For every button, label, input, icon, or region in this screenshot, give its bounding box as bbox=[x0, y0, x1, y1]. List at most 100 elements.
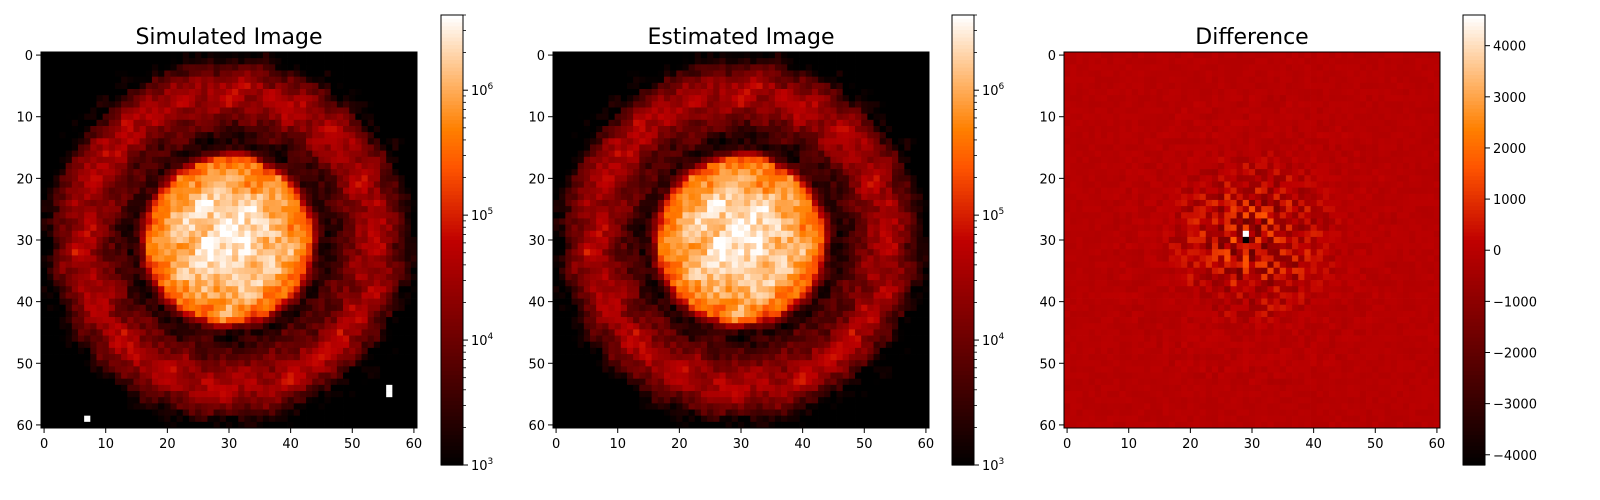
heatmap-cell bbox=[244, 175, 251, 182]
heatmap-cell bbox=[361, 199, 369, 207]
heatmap-cell bbox=[275, 95, 282, 102]
heatmap-cell bbox=[127, 169, 134, 176]
heatmap-cell bbox=[336, 119, 344, 127]
heatmap-cell bbox=[275, 58, 282, 65]
heatmap-cell bbox=[892, 107, 899, 115]
heatmap-cell bbox=[410, 175, 418, 182]
heatmap-cell bbox=[232, 255, 239, 262]
heatmap-cell bbox=[361, 230, 369, 238]
heatmap-cell bbox=[293, 236, 301, 244]
heatmap-cell bbox=[318, 125, 325, 133]
heatmap-cell bbox=[577, 132, 585, 139]
heatmap-cell bbox=[182, 70, 190, 78]
heatmap-cell bbox=[306, 193, 313, 201]
heatmap-cell bbox=[219, 52, 227, 59]
heatmap-cell bbox=[262, 64, 270, 71]
heatmap-cell bbox=[151, 243, 159, 250]
heatmap-cell bbox=[410, 384, 418, 392]
heatmap-cell bbox=[145, 76, 153, 84]
heatmap-cell bbox=[71, 397, 79, 404]
heatmap-cell bbox=[182, 64, 190, 71]
heatmap-cell bbox=[293, 113, 301, 121]
heatmap-cell bbox=[811, 76, 819, 84]
heatmap-cell bbox=[275, 366, 282, 373]
heatmap-cell bbox=[922, 95, 930, 102]
heatmap-cell bbox=[84, 286, 91, 293]
heatmap-cell bbox=[707, 107, 714, 115]
heatmap-cell bbox=[373, 119, 381, 127]
heatmap-cell bbox=[293, 403, 301, 410]
heatmap-cell bbox=[47, 304, 54, 312]
heatmap-cell bbox=[133, 292, 141, 299]
heatmap-cell bbox=[114, 218, 122, 225]
heatmap-cell bbox=[373, 421, 381, 429]
heatmap-cell bbox=[651, 82, 659, 90]
heatmap-cell bbox=[213, 58, 221, 65]
heatmap-cell bbox=[133, 70, 141, 78]
heatmap-cell bbox=[114, 125, 122, 133]
heatmap-cell bbox=[182, 366, 190, 373]
heatmap-cell bbox=[565, 58, 572, 65]
heatmap-cell bbox=[287, 347, 295, 355]
heatmap-cell bbox=[269, 421, 276, 429]
heatmap-cell bbox=[127, 82, 134, 90]
heatmap-cell bbox=[824, 144, 831, 152]
heatmap-cell bbox=[892, 82, 899, 90]
heatmap-cell bbox=[139, 132, 147, 139]
heatmap-cell bbox=[201, 280, 208, 287]
heatmap-cell bbox=[922, 107, 930, 115]
heatmap-cell bbox=[53, 88, 60, 96]
heatmap-cell bbox=[349, 261, 356, 269]
heatmap-cell bbox=[133, 58, 141, 65]
heatmap-cell bbox=[299, 323, 307, 330]
heatmap-cell bbox=[207, 132, 214, 139]
heatmap-cell bbox=[762, 138, 770, 145]
heatmap-cell bbox=[77, 107, 85, 115]
heatmap-cell bbox=[225, 76, 233, 84]
heatmap-cell bbox=[201, 138, 208, 145]
heatmap-cell bbox=[53, 286, 60, 293]
heatmap-cell bbox=[133, 144, 141, 152]
heatmap-cell bbox=[861, 138, 868, 145]
heatmap-cell bbox=[349, 317, 356, 324]
heatmap-cell bbox=[275, 354, 282, 361]
heatmap-cell bbox=[238, 138, 245, 145]
heatmap-cell bbox=[96, 95, 104, 102]
heatmap-cell bbox=[244, 323, 251, 330]
heatmap-cell bbox=[182, 292, 190, 299]
heatmap-cell bbox=[620, 125, 628, 133]
heatmap-cell bbox=[299, 119, 307, 127]
heatmap-cell bbox=[910, 101, 918, 108]
colorbar-segment bbox=[441, 138, 463, 144]
heatmap-cell bbox=[324, 162, 332, 170]
heatmap-cell bbox=[77, 384, 85, 392]
heatmap-cell bbox=[114, 70, 122, 78]
heatmap-cell bbox=[77, 261, 85, 269]
heatmap-cell bbox=[53, 230, 60, 238]
colorbar-segment bbox=[441, 453, 463, 459]
heatmap-cell bbox=[330, 391, 338, 398]
heatmap-cell bbox=[213, 421, 221, 429]
heatmap-cell bbox=[620, 156, 628, 164]
colorbar-segment bbox=[441, 457, 463, 462]
heatmap-cell bbox=[121, 125, 128, 133]
heatmap-cell bbox=[293, 415, 301, 423]
heatmap-cell bbox=[158, 76, 165, 84]
heatmap-cell bbox=[71, 212, 79, 219]
heatmap-cell bbox=[380, 150, 387, 158]
heatmap-cell bbox=[343, 144, 350, 152]
heatmap-cell bbox=[299, 347, 307, 355]
heatmap-cell bbox=[349, 273, 356, 281]
heatmap-cell bbox=[158, 95, 165, 102]
heatmap-cell bbox=[663, 82, 671, 90]
heatmap-cell bbox=[330, 107, 338, 115]
heatmap-cell bbox=[306, 261, 313, 269]
heatmap-cell bbox=[269, 58, 276, 65]
heatmap-cell bbox=[361, 403, 369, 410]
heatmap-cell bbox=[293, 384, 301, 392]
heatmap-cell bbox=[262, 224, 270, 232]
heatmap-cell bbox=[361, 323, 369, 330]
heatmap-cell bbox=[293, 206, 301, 213]
heatmap-cell bbox=[922, 144, 930, 152]
heatmap-cell bbox=[41, 107, 48, 115]
